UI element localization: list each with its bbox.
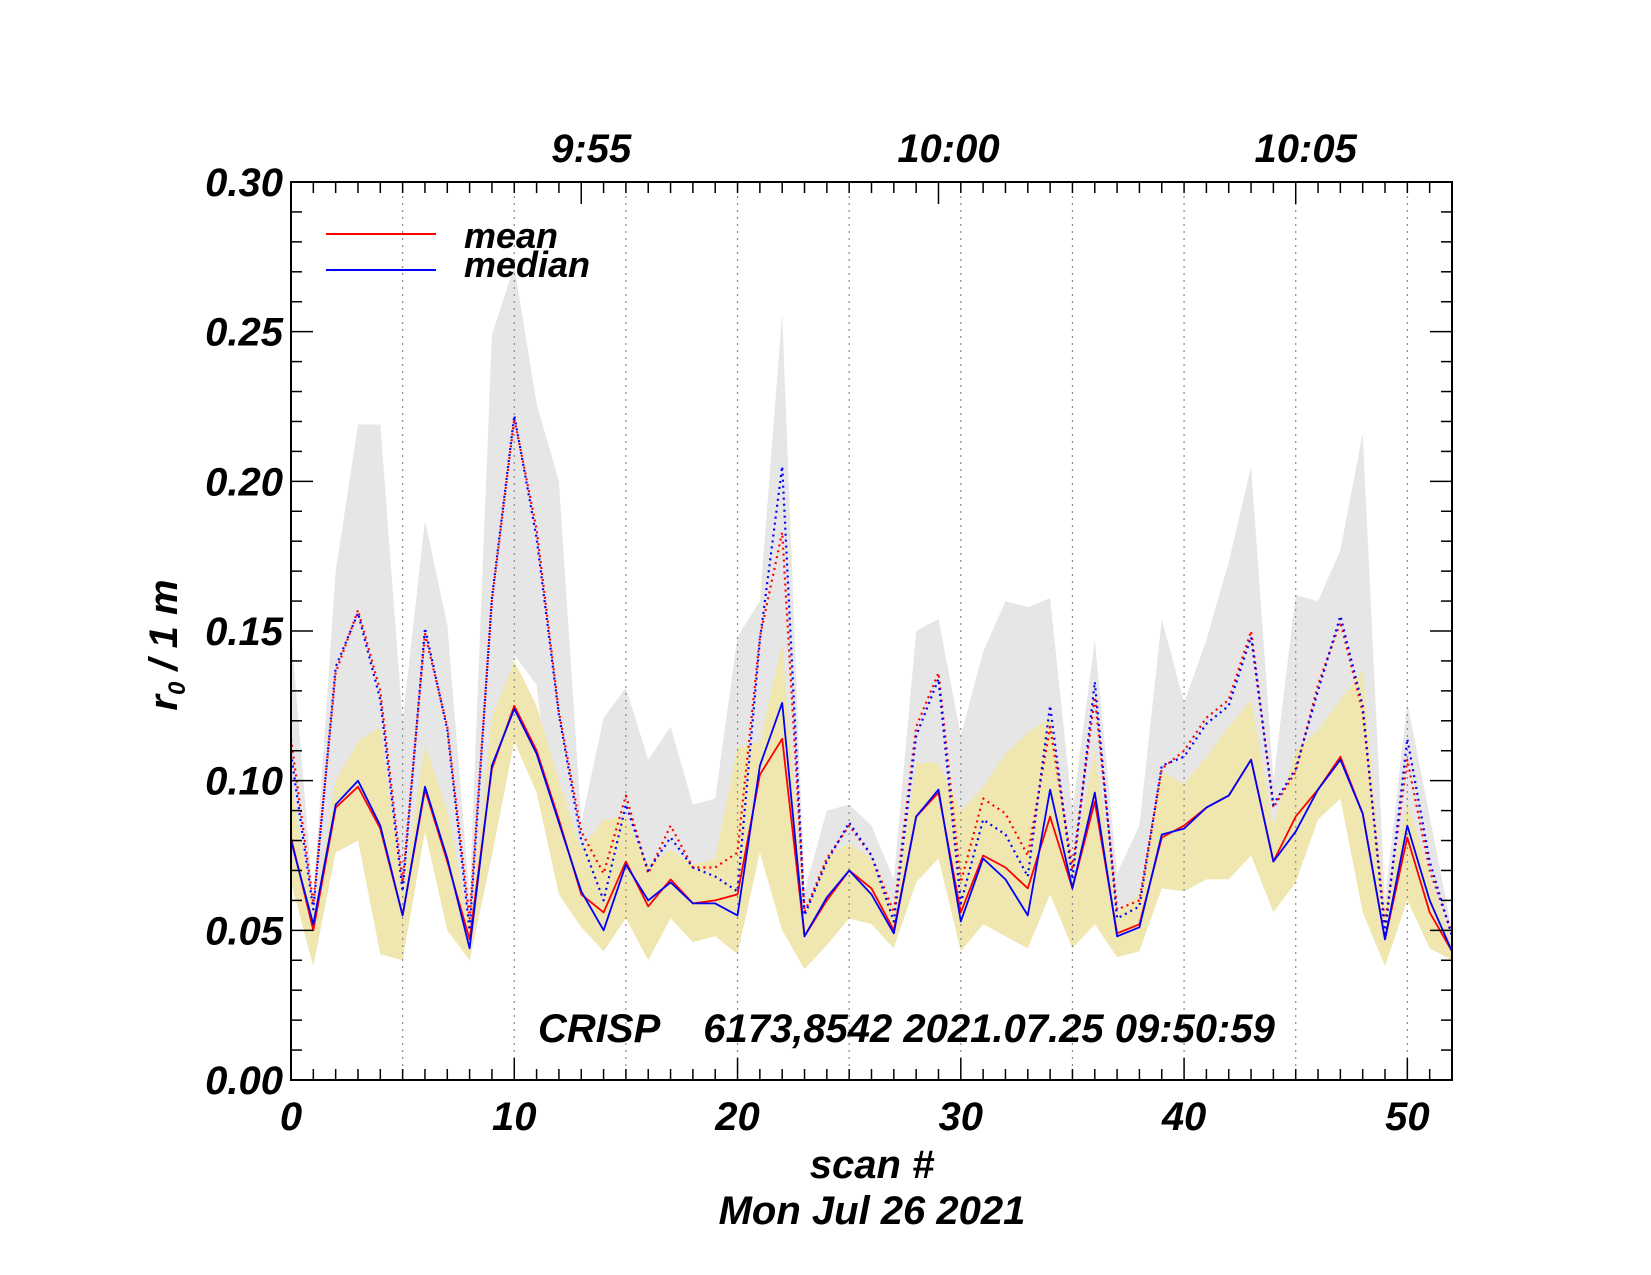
y-axis-title-subscript: 0 <box>164 681 191 695</box>
band-yellow <box>291 643 1452 970</box>
x-tick-label: 20 <box>714 1095 760 1139</box>
date-label: Mon Jul 26 2021 <box>719 1189 1026 1233</box>
x-tick-label: 10 <box>492 1095 537 1139</box>
y-axis-title-r: r <box>142 693 186 711</box>
x-axis-title: scan # <box>810 1143 935 1187</box>
top-time-label: 9:55 <box>551 127 632 171</box>
axis-ticks <box>290 181 1453 1081</box>
y-tick-label: 0.20 <box>205 460 283 504</box>
y-tick-label: 0.05 <box>205 909 284 953</box>
y-tick-label: 0.00 <box>205 1059 283 1103</box>
range-bands <box>291 265 1452 970</box>
y-tick-label: 0.15 <box>205 610 284 654</box>
x-tick-label: 40 <box>1161 1095 1207 1139</box>
y-axis-title: r0 / 1 m <box>142 579 191 710</box>
top-time-label: 10:05 <box>1255 127 1358 171</box>
vertical-gridlines <box>402 182 1408 1080</box>
series-line-median <box>290 701 1453 952</box>
y-tick-label: 0.25 <box>205 311 284 355</box>
legend-label-median: median <box>464 244 590 285</box>
y-tick-label: 0.30 <box>205 161 283 205</box>
x-tick-label: 0 <box>280 1095 302 1139</box>
x-tick-label: 50 <box>1385 1095 1430 1139</box>
legend: mean median <box>326 215 590 285</box>
x-tick-label: 30 <box>939 1095 984 1139</box>
y-tick-label: 0.10 <box>205 760 283 804</box>
legend-label-mean: mean <box>464 215 558 256</box>
data-series-lines <box>289 414 1454 952</box>
top-time-label: 10:00 <box>897 127 999 171</box>
axis-tick-labels: 0 10 20 30 40 50 0.00 0.05 0.10 0.15 0.20 0.25 0.30 9… <box>205 127 1429 1139</box>
instrument-annotation: CRISP 6173,8542 2021.07.25 09:50:59 <box>538 1007 1276 1051</box>
y-axis-title-units: / 1 m <box>142 579 186 681</box>
